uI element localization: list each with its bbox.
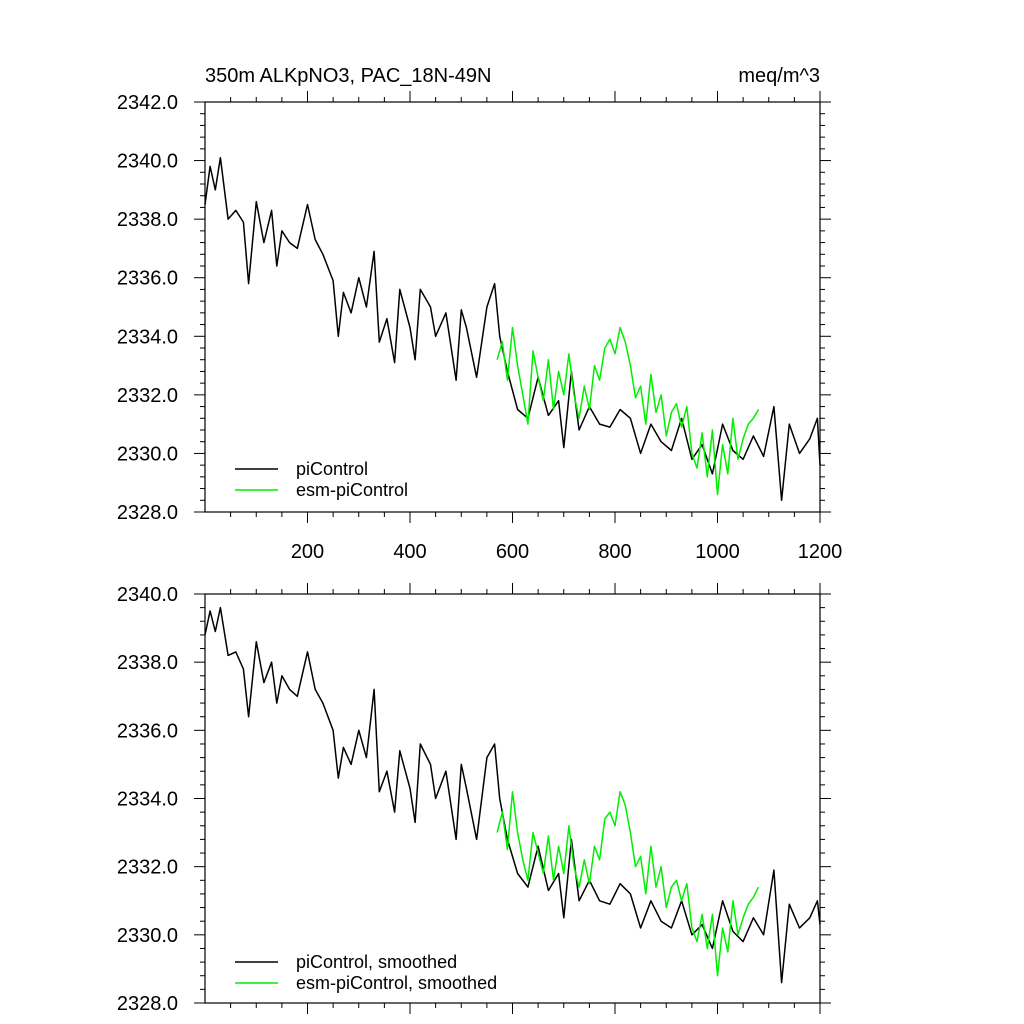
top-y-tick-label: 2340.0 (117, 151, 178, 173)
top-y-tick-label: 2328.0 (117, 502, 178, 524)
top-y-tick-label: 2330.0 (117, 443, 178, 465)
bottom-y-tick-label: 2338.0 (117, 652, 178, 674)
top-series-picontrol (204, 156, 821, 502)
bottom-y-tick-label: 2340.0 (117, 584, 178, 606)
top-legend: piControl esm-piControl (235, 459, 408, 500)
top-plot-frame (204, 101, 821, 513)
top-x-tick-label: 400 (393, 541, 426, 563)
top-panel: 350m ALKpNO3, PAC_18N-49N meq/m^3 2328.0… (117, 65, 842, 563)
top-y-tick-label: 2332.0 (117, 385, 178, 407)
top-x-tick-label: 800 (598, 541, 631, 563)
bottom-plot-area: 2328.0 2330.0 2332.0 2334.0 2336.0 2338.0 2340… (117, 583, 831, 1015)
units-label: meq/m^3 (738, 65, 820, 87)
top-series-esm-picontrol (496, 326, 760, 496)
top-x-tick-label: 1200 (798, 541, 843, 563)
top-x-tick-label: 600 (496, 541, 529, 563)
bottom-legend: piControl, smoothed esm-piControl, smoot… (235, 952, 497, 993)
bottom-series-picontrol-smoothed (204, 606, 821, 984)
top-x-tick-label: 200 (291, 541, 324, 563)
top-y-tick-label: 2336.0 (117, 268, 178, 290)
bottom-panel: 2328.0 2330.0 2332.0 2334.0 2336.0 2338.0 2340… (117, 583, 831, 1015)
chart-title: 350m ALKpNO3, PAC_18N-49N (205, 65, 491, 87)
bottom-series-esm-picontrol-smoothed (496, 790, 760, 977)
bottom-y-tick-label: 2328.0 (117, 993, 178, 1015)
top-y-tick-label: 2334.0 (117, 326, 178, 348)
legend-label-esm-picontrol-smoothed: esm-piControl, smoothed (296, 973, 497, 993)
top-x-tick-label: 1000 (695, 541, 740, 563)
bottom-y-tick-label: 2330.0 (117, 925, 178, 947)
bottom-y-tick-label: 2336.0 (117, 720, 178, 742)
legend-label-picontrol-smoothed: piControl, smoothed (296, 952, 457, 972)
bottom-y-tick-label: 2334.0 (117, 789, 178, 811)
top-y-tick-label: 2338.0 (117, 209, 178, 231)
top-plot-area: 2328.0 2330.0 2332.0 2334.0 2336.0 2338.0 2340… (117, 91, 842, 563)
legend-label-picontrol: piControl (296, 459, 368, 479)
bottom-y-tick-label: 2332.0 (117, 857, 178, 879)
top-y-tick-label: 2342.0 (117, 92, 178, 114)
legend-label-esm-picontrol: esm-piControl (296, 480, 408, 500)
